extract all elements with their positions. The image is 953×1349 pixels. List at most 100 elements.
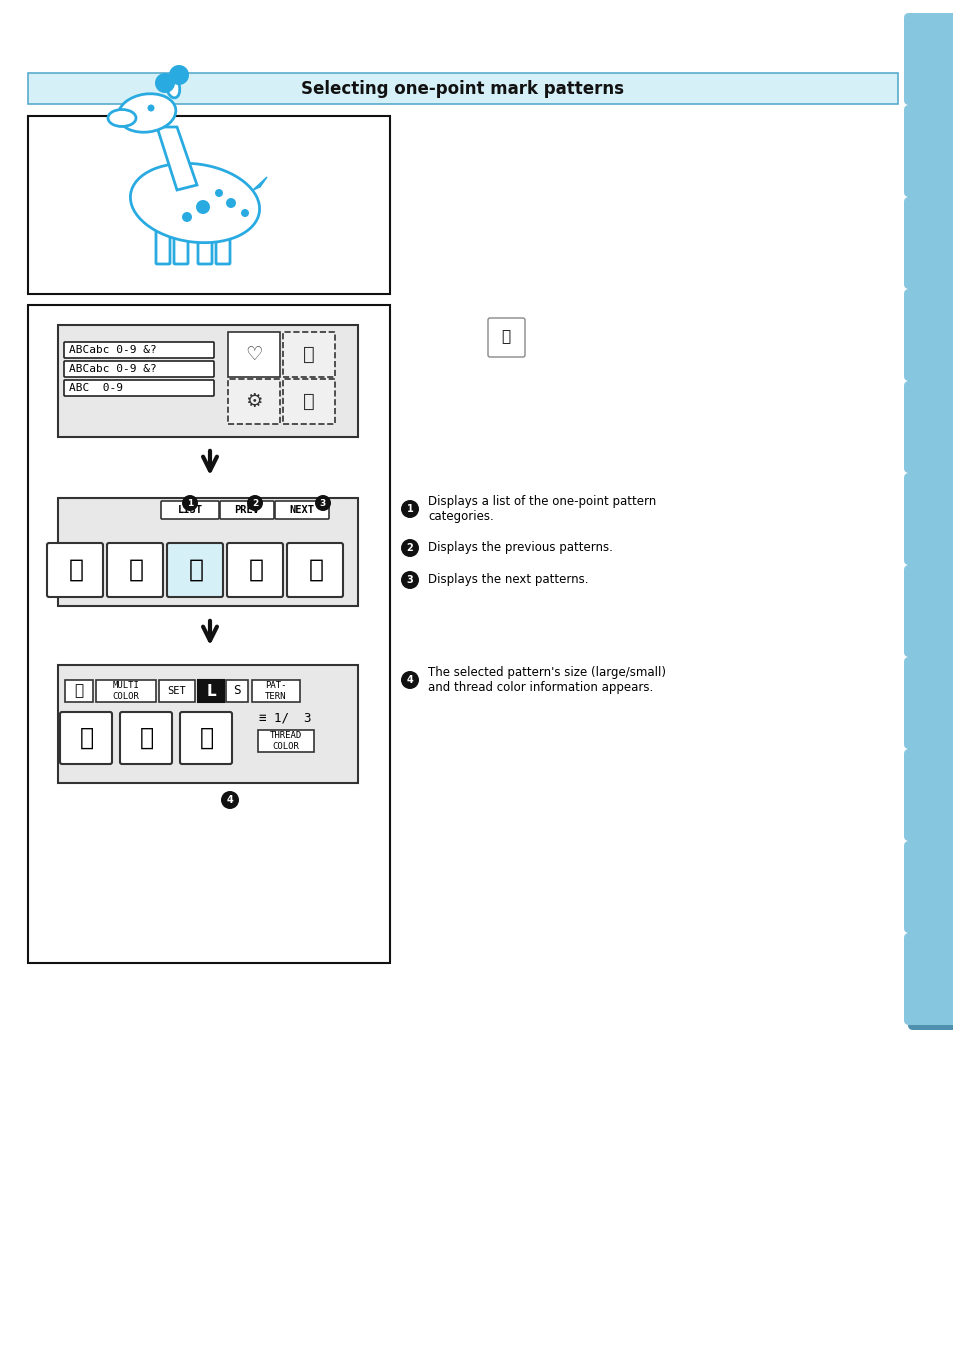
Text: ABCabc 0-9 &?: ABCabc 0-9 &?	[69, 364, 156, 374]
Text: 🐾: 🐾	[140, 726, 153, 750]
Text: NEXT: NEXT	[289, 505, 314, 515]
FancyBboxPatch shape	[903, 565, 953, 657]
FancyBboxPatch shape	[907, 846, 953, 938]
FancyBboxPatch shape	[120, 712, 172, 764]
Text: THREAD
COLOR: THREAD COLOR	[270, 731, 302, 750]
Text: 🐻: 🐻	[308, 558, 323, 581]
FancyBboxPatch shape	[228, 332, 280, 376]
FancyBboxPatch shape	[64, 362, 213, 376]
Text: 🐼: 🐼	[69, 558, 84, 581]
Text: PREV: PREV	[234, 505, 259, 515]
FancyBboxPatch shape	[198, 680, 224, 701]
Circle shape	[400, 571, 418, 590]
Ellipse shape	[166, 76, 179, 98]
FancyBboxPatch shape	[159, 680, 194, 701]
FancyBboxPatch shape	[903, 657, 953, 749]
FancyBboxPatch shape	[156, 229, 170, 264]
Text: S: S	[233, 684, 240, 697]
Text: 3: 3	[319, 499, 326, 507]
FancyBboxPatch shape	[907, 662, 953, 754]
Text: MULTI
COLOR: MULTI COLOR	[112, 681, 139, 701]
Text: 🦁: 🦁	[248, 558, 263, 581]
FancyBboxPatch shape	[903, 289, 953, 380]
Text: 1: 1	[406, 505, 413, 514]
FancyBboxPatch shape	[58, 498, 357, 606]
Polygon shape	[253, 177, 267, 190]
Text: 🦒: 🦒	[200, 726, 213, 750]
Circle shape	[169, 65, 189, 85]
Circle shape	[241, 209, 249, 217]
Text: 2: 2	[406, 544, 413, 553]
Text: 4: 4	[406, 674, 413, 685]
FancyBboxPatch shape	[903, 197, 953, 289]
Ellipse shape	[108, 109, 136, 127]
FancyBboxPatch shape	[64, 343, 213, 357]
Text: 4: 4	[227, 795, 233, 805]
FancyBboxPatch shape	[228, 379, 280, 424]
Circle shape	[314, 495, 331, 511]
FancyBboxPatch shape	[167, 544, 223, 598]
FancyBboxPatch shape	[47, 544, 103, 598]
Circle shape	[182, 495, 198, 511]
Circle shape	[214, 189, 223, 197]
Text: ♡: ♡	[245, 345, 262, 364]
FancyBboxPatch shape	[173, 229, 188, 264]
FancyBboxPatch shape	[58, 325, 357, 437]
FancyBboxPatch shape	[65, 680, 92, 701]
FancyBboxPatch shape	[903, 840, 953, 934]
FancyBboxPatch shape	[283, 332, 335, 376]
FancyBboxPatch shape	[274, 500, 329, 519]
Text: 1: 1	[187, 499, 193, 507]
FancyBboxPatch shape	[903, 473, 953, 565]
Polygon shape	[157, 127, 196, 190]
FancyBboxPatch shape	[28, 73, 897, 104]
Circle shape	[154, 73, 174, 93]
FancyBboxPatch shape	[220, 500, 274, 519]
Text: ⏳: ⏳	[74, 684, 84, 699]
FancyBboxPatch shape	[58, 665, 357, 782]
FancyBboxPatch shape	[257, 730, 314, 751]
FancyBboxPatch shape	[907, 571, 953, 662]
Ellipse shape	[131, 163, 259, 243]
Text: 2: 2	[252, 499, 258, 507]
Circle shape	[195, 200, 210, 214]
Text: Displays the previous patterns.: Displays the previous patterns.	[428, 541, 612, 554]
FancyBboxPatch shape	[907, 18, 953, 111]
FancyBboxPatch shape	[903, 749, 953, 840]
FancyBboxPatch shape	[226, 680, 248, 701]
FancyBboxPatch shape	[96, 680, 156, 701]
Circle shape	[182, 212, 192, 223]
Text: The selected pattern's size (large/small)
and thread color information appears.: The selected pattern's size (large/small…	[428, 666, 665, 693]
FancyBboxPatch shape	[907, 754, 953, 846]
FancyBboxPatch shape	[215, 229, 230, 264]
Text: Selecting one-point mark patterns: Selecting one-point mark patterns	[301, 80, 624, 97]
FancyBboxPatch shape	[907, 294, 953, 386]
Circle shape	[226, 198, 235, 208]
FancyBboxPatch shape	[907, 938, 953, 1031]
Text: LIST: LIST	[177, 505, 202, 515]
FancyBboxPatch shape	[64, 380, 213, 397]
Circle shape	[400, 500, 418, 518]
Text: ⚙: ⚙	[245, 393, 262, 411]
Text: ≡ 1/  3: ≡ 1/ 3	[258, 711, 311, 724]
FancyBboxPatch shape	[28, 305, 390, 963]
Text: 🐘: 🐘	[129, 558, 143, 581]
Text: 🦔: 🦔	[80, 726, 94, 750]
Circle shape	[221, 791, 239, 809]
Text: Displays the next patterns.: Displays the next patterns.	[428, 573, 588, 587]
Text: L: L	[206, 684, 215, 699]
Text: 3: 3	[406, 575, 413, 585]
Circle shape	[400, 670, 418, 689]
FancyBboxPatch shape	[907, 111, 953, 202]
Text: PAT-
TERN: PAT- TERN	[265, 681, 287, 701]
FancyBboxPatch shape	[283, 379, 335, 424]
FancyBboxPatch shape	[903, 380, 953, 473]
FancyBboxPatch shape	[903, 934, 953, 1025]
Ellipse shape	[118, 94, 175, 132]
Text: ABCabc 0-9 &?: ABCabc 0-9 &?	[69, 345, 156, 355]
Circle shape	[148, 104, 154, 112]
FancyBboxPatch shape	[907, 386, 953, 478]
FancyBboxPatch shape	[60, 712, 112, 764]
Circle shape	[400, 540, 418, 557]
Text: Displays a list of the one-point pattern
categories.: Displays a list of the one-point pattern…	[428, 495, 656, 523]
